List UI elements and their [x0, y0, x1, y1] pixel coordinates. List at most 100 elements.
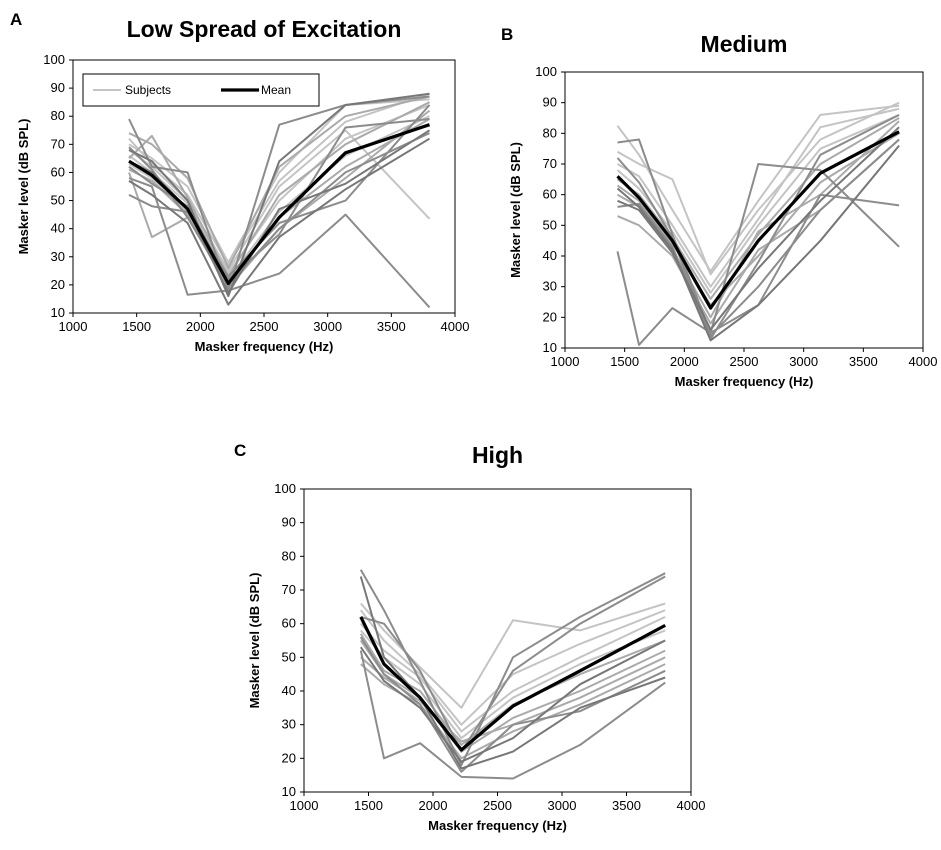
panel-letter: C [234, 441, 246, 460]
y-tick-label: 70 [282, 582, 296, 597]
x-tick-label: 4000 [677, 798, 706, 813]
x-axis-label: Masker frequency (Hz) [675, 374, 814, 389]
subject-line [128, 104, 430, 275]
y-tick-label: 50 [51, 193, 65, 208]
y-tick-label: 10 [282, 784, 296, 799]
x-tick-label: 4000 [909, 354, 938, 369]
y-tick-label: 40 [51, 221, 65, 236]
y-tick-label: 20 [282, 750, 296, 765]
y-tick-label: 90 [282, 515, 296, 530]
x-tick-label: 3500 [849, 354, 878, 369]
subject-line [616, 117, 900, 300]
x-tick-label: 3000 [313, 319, 342, 334]
y-tick-label: 80 [51, 108, 65, 123]
y-tick-label: 10 [51, 305, 65, 320]
mean-line [359, 616, 666, 752]
x-axis-label: Masker frequency (Hz) [428, 818, 567, 833]
y-tick-label: 80 [543, 125, 557, 140]
x-tick-label: 2000 [670, 354, 699, 369]
x-tick-label: 2500 [730, 354, 759, 369]
x-tick-label: 1500 [122, 319, 151, 334]
mean-line [616, 130, 900, 310]
legend-label-mean: Mean [261, 83, 291, 97]
legend-label-subjects: Subjects [125, 83, 171, 97]
subject-line [359, 636, 666, 773]
mean-line [128, 123, 431, 286]
subject-line [359, 633, 666, 746]
subject-line [128, 92, 430, 298]
x-tick-label: 1500 [354, 798, 383, 813]
chart-title: Low Spread of Excitation [127, 16, 402, 42]
subject-line [359, 639, 666, 763]
panel-c: C High 1000 1500 2000 2500 3000 3500 4000 10 20 30 4… [234, 441, 705, 833]
y-tick-label: 30 [543, 279, 557, 294]
subject-line [128, 92, 430, 267]
y-tick-label: 50 [282, 649, 296, 664]
x-tick-label: 3500 [377, 319, 406, 334]
subject-line [360, 663, 666, 760]
subject-line [360, 609, 666, 726]
subject-line [616, 144, 900, 342]
subject-line [616, 193, 900, 346]
x-tick-label: 3500 [612, 798, 641, 813]
subject-line [128, 104, 431, 278]
x-tick-label: 1000 [551, 354, 580, 369]
subject-line [128, 137, 431, 306]
y-tick-label: 30 [282, 717, 296, 732]
y-tick-label: 70 [51, 136, 65, 151]
subject-line [617, 126, 900, 331]
y-axis-label: Masker level (dB SPL) [508, 142, 523, 278]
y-axis-label: Masker level (dB SPL) [247, 573, 262, 709]
y-tick-label: 90 [543, 95, 557, 110]
x-axis-label: Masker frequency (Hz) [195, 339, 334, 354]
subject-line [360, 575, 666, 753]
legend-box [82, 73, 320, 107]
y-tick-label: 80 [282, 548, 296, 563]
subject-line [359, 576, 666, 770]
subject-line [128, 95, 430, 269]
y-tick-label: 40 [282, 683, 296, 698]
y-axis-label: Masker level (dB SPL) [16, 119, 31, 255]
x-tick-label: 3000 [789, 354, 818, 369]
y-tick-label: 100 [43, 52, 65, 67]
y-tick-label: 20 [51, 277, 65, 292]
y-tick-label: 40 [543, 248, 557, 263]
subject-line [617, 138, 900, 337]
y-tick-label: 60 [51, 164, 65, 179]
x-tick-label: 1500 [610, 354, 639, 369]
subject-line [360, 615, 666, 733]
subject-line [128, 101, 430, 278]
subject-line [616, 113, 900, 294]
y-tick-label: 60 [282, 616, 296, 631]
y-tick-label: 100 [274, 481, 296, 496]
subject-line [128, 129, 431, 295]
x-tick-label: 1000 [59, 319, 88, 334]
subject-line [617, 101, 900, 276]
legend: Subjects Mean [82, 73, 320, 107]
y-tick-label: 70 [543, 156, 557, 171]
chart-title: Medium [701, 31, 788, 57]
x-tick-label: 1000 [290, 798, 319, 813]
subject-line [128, 118, 430, 281]
subject-line [360, 602, 666, 709]
x-tick-label: 2000 [186, 319, 215, 334]
plot-area [564, 71, 924, 349]
subject-line [359, 569, 666, 767]
subject-line [360, 656, 666, 743]
x-tick-label: 2500 [250, 319, 279, 334]
chart-title: High [472, 442, 523, 468]
x-tick-label: 3000 [548, 798, 577, 813]
x-tick-label: 4000 [441, 319, 470, 334]
panel-b: B Medium 1000 1500 2000 2500 3000 3500 4000 10 20 3… [501, 25, 937, 389]
y-tick-label: 60 [543, 187, 557, 202]
panel-letter: A [10, 10, 22, 29]
subject-line [616, 104, 900, 273]
panel-a: A Low Spread of Excitation 1000 1500 2000 250… [10, 10, 469, 354]
panel-letter: B [501, 25, 513, 44]
y-tick-label: 90 [51, 80, 65, 95]
x-tick-label: 2000 [419, 798, 448, 813]
subject-line [617, 107, 900, 288]
y-tick-label: 50 [543, 217, 557, 232]
subject-line [359, 650, 666, 780]
